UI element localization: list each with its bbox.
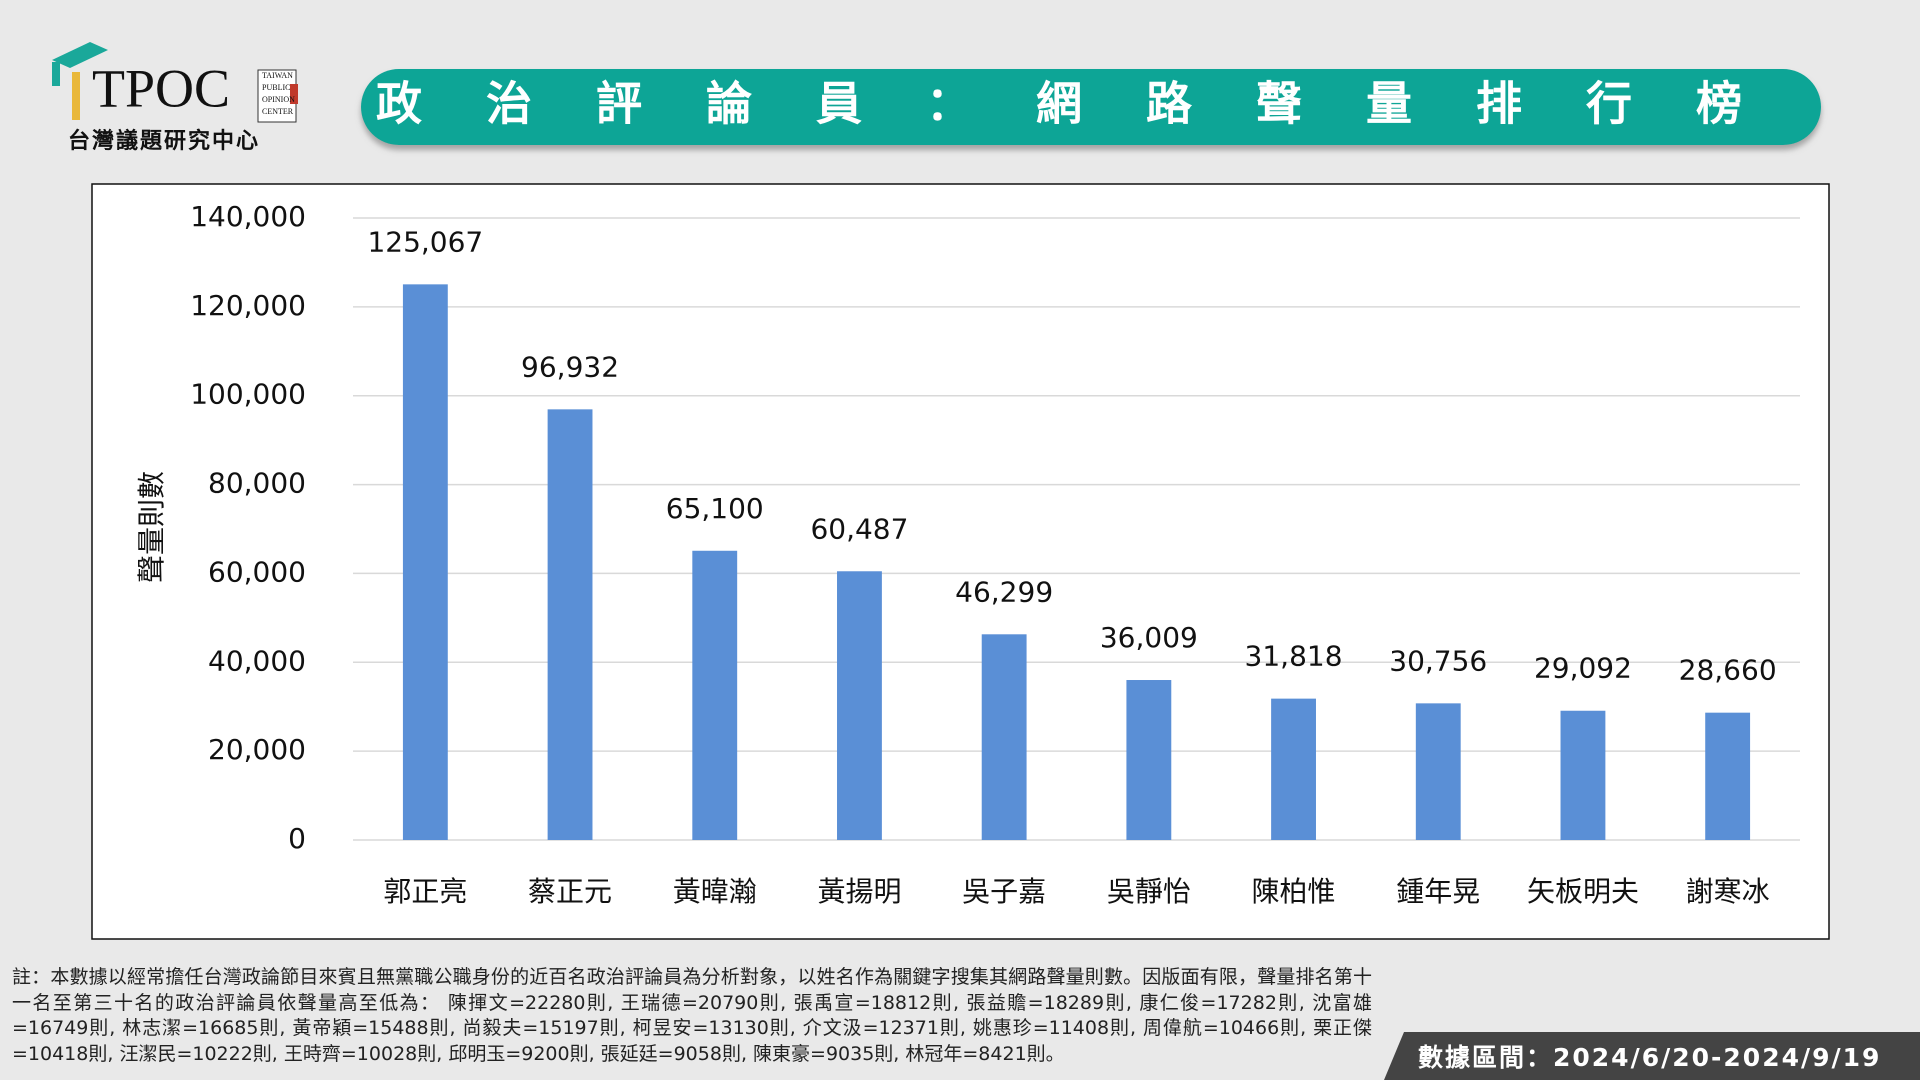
y-tick-label: 80,000 [208,467,306,500]
y-tick-label: 40,000 [208,644,306,677]
bar [547,409,593,840]
chart-frame [91,183,1830,940]
date-box [1384,1032,1920,1080]
logo-shape [52,62,60,86]
x-tick-label: 矢板明夫 [1527,875,1639,908]
x-tick-label: 謝寒冰 [1686,875,1770,908]
value-label: 31,818 [1245,640,1343,673]
value-label: 30,756 [1389,644,1487,677]
logo-english: TAIWAN [262,71,293,80]
logo-english: CENTER [262,107,294,116]
bar [1415,703,1461,840]
y-tick-label: 120,000 [190,289,306,322]
bar [1560,710,1606,840]
y-tick-label: 100,000 [190,378,306,411]
y-tick-label: 140,000 [190,200,306,233]
logo-english: OPINION [262,95,295,104]
date-range: 數據區間：2024/6/20-2024/9/19 [1418,1043,1881,1072]
footnote: 註：本數據以經常擔任台灣政論節目來賓且無黨職公職身份的近百名政治評論員為分析對象… [12,966,1372,1065]
y-tick-label: 0 [288,822,306,855]
x-tick-label: 郭正亮 [383,875,467,908]
value-label: 60,487 [810,512,908,545]
logo-shape [290,84,298,104]
value-label: 96,932 [521,350,619,383]
logo-chinese: 台灣議題研究中心 [68,128,260,154]
value-label: 36,009 [1100,621,1198,654]
bar [837,571,882,840]
x-tick-label: 吳靜怡 [1107,875,1191,908]
bar [692,550,738,840]
y-tick-label: 60,000 [208,555,306,588]
value-label: 29,092 [1534,652,1632,685]
x-tick-label: 陳柏惟 [1252,875,1336,908]
value-label: 28,660 [1679,654,1777,687]
y-tick-label: 20,000 [208,733,306,766]
x-tick-label: 黃揚明 [817,875,901,908]
bar [1126,680,1172,840]
bar [402,284,448,840]
logo-shape [52,42,108,68]
value-label: 125,067 [367,225,483,258]
title-bar [361,69,1821,145]
x-tick-label: 吳子嘉 [962,875,1046,908]
logo-shape [72,72,80,120]
x-tick-label: 鍾年晃 [1396,875,1480,908]
x-tick-label: 黃暐瀚 [673,875,757,908]
bar [1705,712,1751,840]
bar [1271,698,1316,840]
x-tick-label: 蔡正元 [528,875,612,908]
logo-name: TPOC [92,58,230,118]
value-label: 46,299 [955,575,1053,608]
bar [981,634,1027,840]
logo-english: PUBLIC [262,83,290,92]
value-label: 65,100 [666,492,764,525]
chart-title: 政治評論員：網路聲量排行榜 [376,77,1806,131]
y-axis-label: 聲量則數 [135,471,168,583]
